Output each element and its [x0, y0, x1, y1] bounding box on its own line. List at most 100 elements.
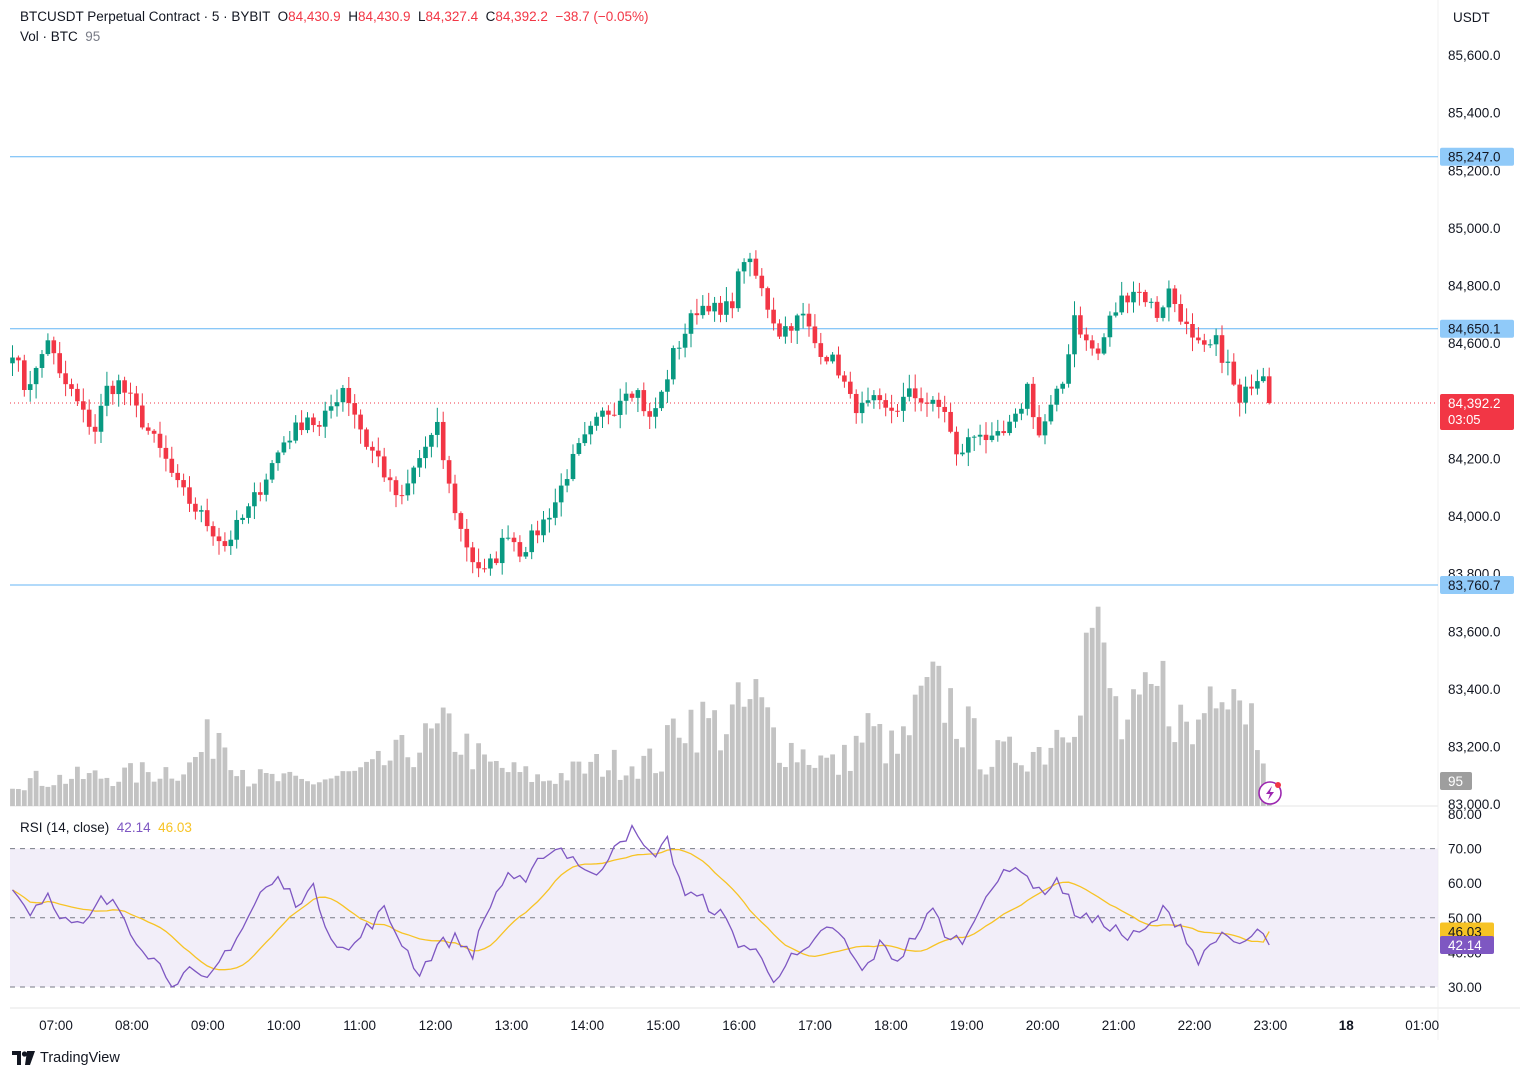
candle-body	[1207, 344, 1213, 346]
time-tick-label: 14:00	[570, 1018, 604, 1033]
candle-body	[1125, 295, 1130, 303]
time-tick-label: 09:00	[191, 1018, 225, 1033]
volume-bar	[741, 706, 747, 806]
candle-body	[594, 416, 599, 426]
candle-body	[63, 373, 68, 385]
volume-bar	[865, 713, 871, 806]
volume-bar	[405, 757, 411, 806]
volume-bar	[871, 726, 877, 806]
candle-body	[1030, 383, 1036, 418]
candle-body	[1054, 388, 1060, 405]
volume-bar	[765, 707, 771, 806]
rsi-band	[10, 848, 1438, 988]
volume-bar	[883, 763, 889, 806]
candle-body	[1166, 288, 1172, 308]
currency-label[interactable]: USDT	[1453, 10, 1490, 25]
volume-bar	[39, 785, 45, 806]
volume-bar	[482, 754, 487, 806]
volume-bar	[724, 734, 729, 806]
volume-bar	[1095, 606, 1101, 806]
volume-bar	[464, 733, 470, 806]
candle-body	[836, 354, 841, 376]
candle-body	[1060, 383, 1065, 389]
price-axis: 85,600.0 85,400.0 85,200.0 85,000.0 84,800.0…	[1448, 48, 1501, 812]
volume-bar	[800, 749, 806, 806]
candle-body	[665, 379, 670, 392]
volume-bar	[777, 762, 782, 806]
volume-bar	[906, 735, 912, 806]
price-tick-label: 83,000.0	[1448, 797, 1501, 812]
candle-body	[647, 411, 652, 417]
candle-body	[151, 430, 157, 434]
candle-body	[983, 434, 989, 441]
candle-body	[1261, 376, 1266, 382]
candle-body	[10, 357, 15, 364]
volume-bar	[629, 766, 635, 806]
volume-bar	[989, 766, 995, 806]
rsi-lines	[11, 823, 1270, 988]
candle-body	[901, 396, 906, 411]
volume-bar	[198, 752, 204, 806]
time-tick-label: 21:00	[1102, 1018, 1136, 1033]
volume-bar	[759, 697, 765, 806]
volume-bar	[216, 732, 222, 806]
volume-bar	[104, 777, 110, 806]
volume-bar	[375, 750, 381, 806]
hline-badge: 85,247.0	[1448, 150, 1501, 165]
volume-bar	[75, 766, 80, 806]
tradingview-logo-icon	[12, 1051, 35, 1065]
volume-bar	[511, 762, 517, 806]
volume-bar	[1160, 660, 1166, 806]
volume-header[interactable]: Vol · BTC 95	[20, 29, 100, 44]
candle-body	[588, 425, 593, 435]
candle-body	[511, 537, 517, 543]
volume-bar	[747, 699, 753, 806]
volume-bar	[411, 767, 417, 806]
candle-body	[659, 391, 664, 409]
candle-body	[464, 528, 470, 548]
candle-body	[771, 309, 776, 324]
volume-bar	[1107, 688, 1113, 806]
tradingview-branding[interactable]: TradingView	[12, 1050, 120, 1066]
candle-body	[452, 483, 458, 514]
volume-bar	[541, 781, 546, 806]
candle-body	[1160, 307, 1166, 318]
time-tick-label: 07:00	[39, 1018, 73, 1033]
candle-body	[1137, 291, 1142, 293]
candle-body	[193, 503, 198, 512]
candle-body	[305, 417, 310, 431]
volume-bar	[128, 763, 133, 806]
volume-bar	[1101, 642, 1107, 806]
volume-bar	[954, 738, 959, 806]
volume-bar	[322, 779, 328, 806]
volume-bar	[889, 730, 894, 806]
candle-body	[653, 408, 658, 417]
candle-body	[936, 399, 942, 407]
open-value: 84,430.9	[288, 9, 341, 24]
candle-body	[547, 517, 552, 520]
volume-bar	[676, 737, 682, 806]
candle-body	[747, 258, 753, 263]
volume-bar	[1255, 750, 1260, 806]
candle-body	[877, 395, 883, 401]
rsi-label: RSI (14, close)	[20, 820, 110, 835]
candle-body	[1219, 335, 1225, 363]
symbol-title[interactable]: BTCUSDT Perpetual Contract · 5 · BYBIT	[20, 9, 271, 24]
volume-bar	[157, 778, 163, 806]
bolt-icon[interactable]	[1258, 781, 1282, 805]
candle-body	[895, 410, 900, 412]
candle-body	[352, 403, 357, 415]
volume-bar	[98, 778, 104, 806]
candle-body	[340, 387, 346, 403]
volume-bar	[1190, 744, 1195, 806]
volume-bar	[977, 769, 983, 806]
candle-body	[1048, 404, 1054, 422]
volume-bar	[488, 761, 493, 806]
candle-body	[216, 536, 222, 542]
candle-body	[612, 414, 617, 416]
high-value: 84,430.9	[357, 9, 411, 24]
volume-bar	[794, 762, 800, 806]
candle-body	[960, 452, 965, 455]
rsi-header[interactable]: RSI (14, close) 42.14 46.03	[20, 820, 192, 835]
